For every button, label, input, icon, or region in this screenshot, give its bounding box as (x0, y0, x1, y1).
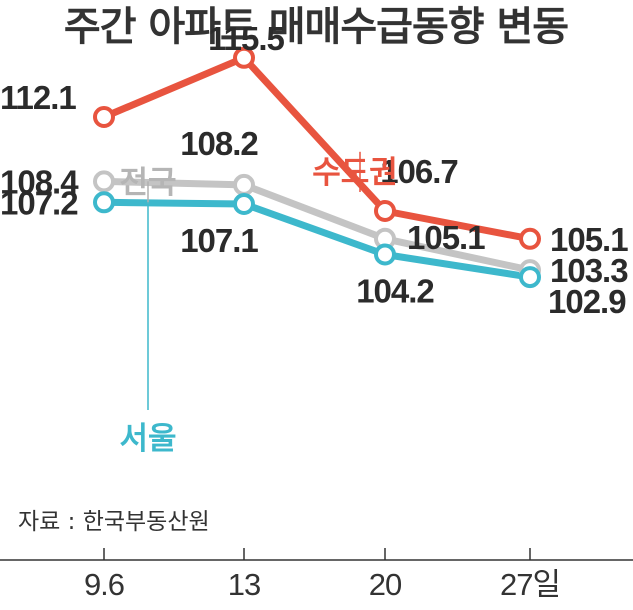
series-line-national (100, 177, 534, 274)
value-label-capital: 115.5 (208, 20, 284, 57)
value-label-capital: 106.7 (380, 153, 458, 190)
data-point-seoul (519, 266, 541, 289)
data-point-capital (233, 46, 255, 69)
data-point-seoul (93, 191, 115, 214)
x-tick-label: 13 (228, 567, 260, 602)
series-points (93, 46, 541, 289)
series-label-seoul: 서울 (119, 421, 176, 457)
value-label-seoul: 107.2 (0, 184, 78, 221)
chart-title: 주간 아파트 매매수급동향 변동 (64, 4, 568, 50)
data-point-national (93, 170, 115, 193)
series-line-capital (100, 54, 534, 243)
value-label-seoul: 102.9 (548, 283, 626, 320)
value-labels: 112.1115.5106.7105.1108.4108.2105.1103.3… (0, 20, 629, 320)
data-point-seoul (374, 243, 396, 266)
x-tick-label: 9.6 (84, 567, 124, 602)
data-point-seoul (233, 193, 255, 215)
value-label-seoul: 104.2 (356, 273, 434, 310)
value-label-capital: 105.1 (550, 221, 628, 258)
value-label-national: 108.4 (0, 163, 79, 200)
data-point-capital (519, 227, 541, 250)
x-axis-ticks: 9.6 13 20 27일 (84, 548, 561, 602)
series-label-leaders (147, 151, 361, 410)
x-tick-label: 20 (369, 567, 402, 602)
value-label-capital: 112.1 (0, 79, 76, 116)
series-label-national: 전국 (119, 165, 176, 201)
data-point-capital (374, 200, 396, 222)
value-label-seoul: 107.1 (180, 222, 258, 259)
value-label-national: 103.3 (550, 252, 628, 289)
series-label-capital: 수도권 (312, 155, 398, 191)
series-lines (100, 54, 534, 281)
data-point-national (233, 173, 255, 196)
x-tick-label: 27일 (500, 567, 560, 602)
value-label-national: 105.1 (407, 219, 485, 256)
data-point-capital (93, 106, 115, 128)
value-label-national: 108.2 (180, 125, 258, 162)
source-note: 자료 : 한국부동산원 (18, 509, 210, 535)
series-line-seoul (100, 198, 534, 281)
